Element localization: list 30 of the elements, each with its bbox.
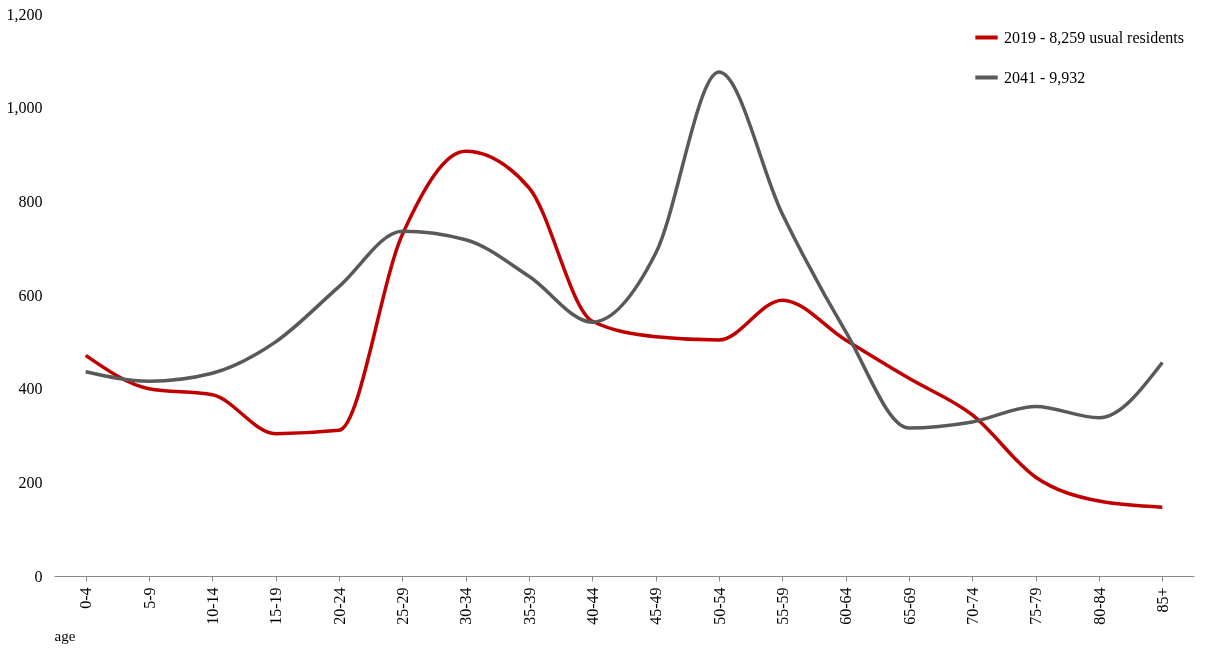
- x-tick-label: 35-39: [520, 587, 538, 625]
- y-tick-label: 600: [18, 286, 43, 304]
- x-tick-label: 70-74: [963, 587, 981, 625]
- x-tick-label: 25-29: [393, 587, 411, 625]
- x-tick-label: 55-59: [773, 587, 791, 625]
- x-tick-label: 85+: [1153, 587, 1171, 613]
- x-tick-label: 60-64: [837, 587, 855, 625]
- x-tick-label: 20-24: [330, 587, 348, 625]
- x-tick-label: 15-19: [267, 587, 285, 625]
- x-tick-label: 50-54: [710, 587, 728, 625]
- x-tick-label: 40-44: [583, 587, 601, 625]
- x-tick-label: 30-34: [457, 587, 475, 625]
- x-tick-label: 75-79: [1027, 587, 1045, 625]
- legend-label: 2041 - 9,932: [1004, 68, 1086, 86]
- line-series: [83, 149, 1165, 509]
- x-tick-label: 45-49: [647, 587, 665, 625]
- legend-label: 2019 - 8,259 usual residents: [1004, 28, 1184, 46]
- x-tick-label: 80-84: [1090, 587, 1108, 625]
- line-series: [83, 70, 1165, 430]
- x-axis-title: age: [54, 627, 76, 644]
- x-tick-label: 65-69: [900, 587, 918, 625]
- y-tick-label: 1,200: [6, 5, 43, 23]
- x-tick-label: 0-4: [77, 587, 95, 609]
- y-tick-label: 200: [18, 473, 43, 491]
- x-tick-label: 10-14: [203, 587, 221, 625]
- y-tick-label: 400: [18, 380, 43, 398]
- y-tick-label: 800: [18, 192, 43, 210]
- y-tick-label: 0: [34, 567, 43, 585]
- x-tick-label: 5-9: [140, 587, 158, 609]
- y-tick-label: 1,000: [6, 99, 43, 117]
